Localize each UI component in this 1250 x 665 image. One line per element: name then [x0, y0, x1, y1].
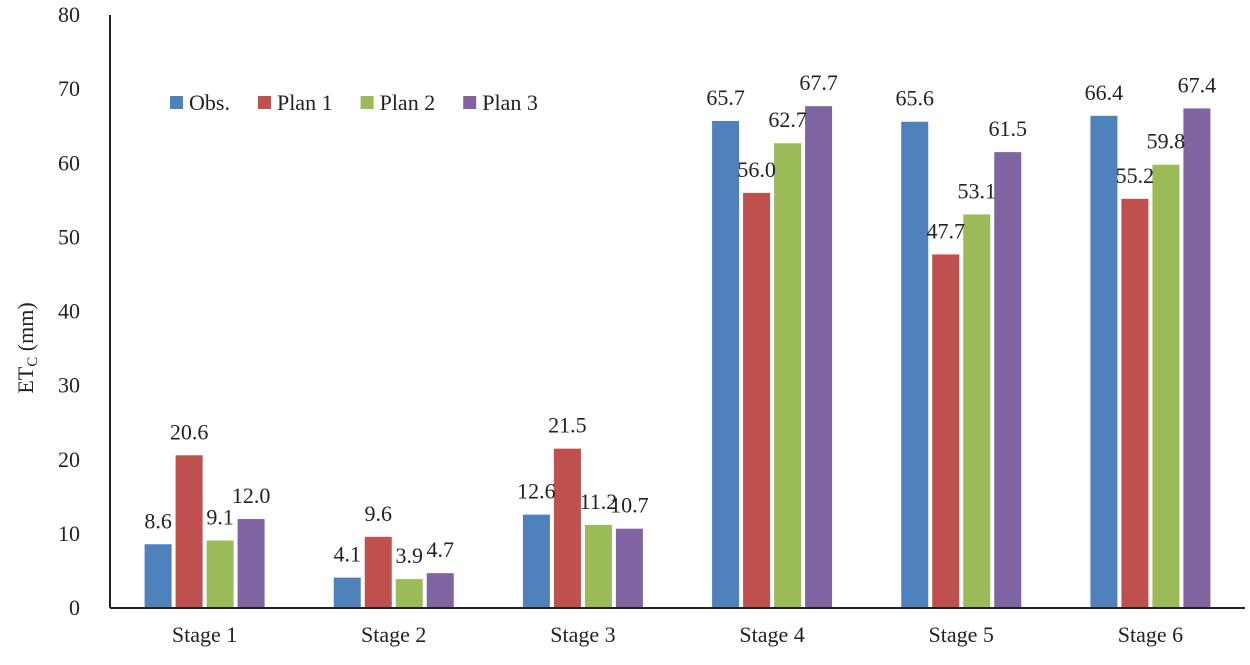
x-tick-label: Stage 2	[361, 622, 426, 647]
data-label: 20.6	[170, 419, 209, 444]
bar	[774, 143, 802, 608]
legend-swatch	[170, 96, 183, 109]
data-label: 4.1	[334, 542, 362, 567]
x-axis-ticks: Stage 1 Stage 2 Stage 3 Stage 4 Stage 5 Stage…	[172, 622, 1183, 647]
bar	[901, 121, 929, 609]
bar	[743, 192, 771, 608]
legend-label: Obs.	[189, 90, 230, 115]
y-tick-label: 20	[58, 447, 80, 472]
bar	[144, 544, 172, 608]
data-label: 65.6	[896, 86, 935, 111]
bar	[206, 540, 234, 608]
data-label: 21.5	[548, 413, 587, 438]
legend: Obs. Plan 1 Plan 2 Plan 3	[170, 90, 538, 115]
bar	[1183, 108, 1211, 609]
data-label: 55.2	[1116, 163, 1155, 188]
bar	[963, 214, 991, 609]
bar	[805, 106, 833, 608]
data-label: 8.6	[144, 508, 172, 533]
y-axis-ticks: 0 10 20 30 40 50 60 70 80	[58, 2, 80, 620]
bar	[615, 528, 643, 608]
data-label: 4.7	[427, 537, 455, 562]
data-label: 12.6	[517, 479, 556, 504]
legend-label: Plan 1	[277, 90, 333, 115]
bar	[712, 120, 740, 608]
data-label: 62.7	[768, 107, 807, 132]
legend-label: Plan 2	[380, 90, 436, 115]
y-tick-label: 80	[58, 2, 80, 27]
y-tick-label: 60	[58, 150, 80, 175]
bar	[237, 519, 265, 608]
y-tick-label: 70	[58, 76, 80, 101]
legend-swatch	[463, 96, 477, 109]
data-label: 9.6	[365, 501, 393, 526]
x-tick-label: Stage 3	[550, 622, 615, 647]
x-tick-label: Stage 6	[1118, 622, 1183, 647]
y-tick-label: 50	[58, 224, 80, 249]
bar	[553, 448, 581, 608]
bar	[175, 455, 203, 608]
data-label: 66.4	[1085, 80, 1124, 105]
data-label: 53.1	[958, 178, 997, 203]
legend-swatch	[360, 96, 374, 109]
y-tick-label: 10	[58, 521, 80, 546]
y-tick-label: 30	[58, 373, 80, 398]
bar	[994, 152, 1022, 608]
data-label: 12.0	[232, 483, 271, 508]
data-label: 9.1	[206, 505, 234, 530]
data-label: 61.5	[989, 116, 1028, 141]
y-axis-label: ETC (mm)	[13, 302, 41, 393]
y-tick-label: 0	[69, 595, 80, 620]
bar	[1121, 198, 1149, 608]
data-label: 47.7	[927, 218, 966, 243]
data-label: 10.7	[610, 493, 649, 518]
data-label: 65.7	[706, 85, 745, 110]
data-label: 56.0	[737, 157, 776, 182]
x-tick-label: Stage 1	[172, 622, 237, 647]
x-tick-label: Stage 5	[929, 622, 994, 647]
data-label: 3.9	[396, 543, 424, 568]
data-labels: 8.6 20.6 9.112.0 4.19.63.9 4.7 12.6 21.5 11.210…	[144, 70, 1216, 568]
y-tick-label: 40	[58, 299, 80, 324]
bar	[584, 524, 612, 608]
data-label: 11.2	[580, 489, 618, 514]
bar	[333, 577, 361, 608]
legend-swatch	[257, 96, 271, 109]
data-label: 59.8	[1147, 129, 1186, 154]
legend-label: Plan 3	[482, 90, 538, 115]
bar	[395, 579, 423, 608]
data-label: 67.7	[799, 70, 838, 95]
bars	[144, 106, 1211, 609]
data-label: 67.4	[1178, 72, 1217, 97]
bar	[1152, 164, 1180, 609]
bar	[364, 536, 392, 608]
x-tick-label: Stage 4	[739, 622, 804, 647]
bar	[1090, 115, 1118, 608]
axes	[109, 15, 1245, 609]
bar	[522, 514, 550, 608]
bar	[932, 254, 960, 608]
bar	[426, 573, 454, 608]
